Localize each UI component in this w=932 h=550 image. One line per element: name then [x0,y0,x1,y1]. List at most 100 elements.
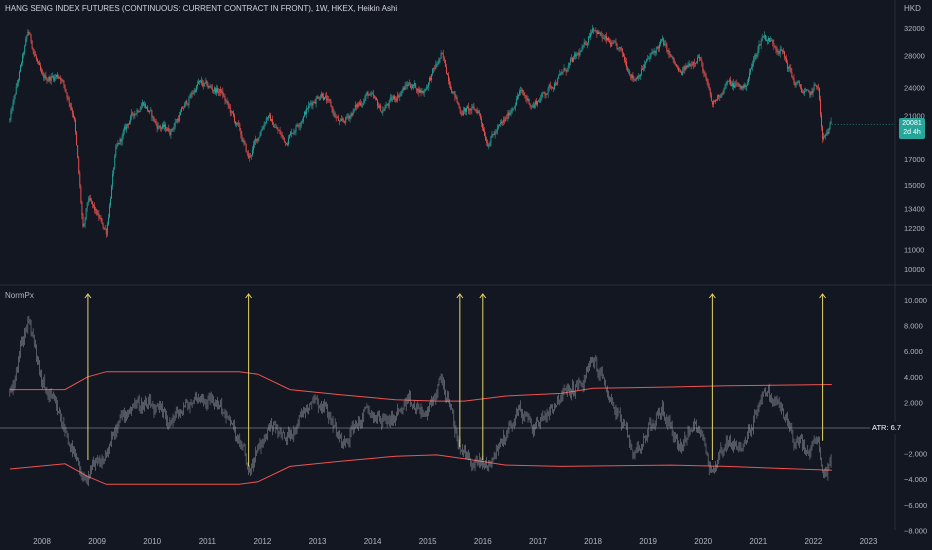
candle-body [118,143,120,144]
candle-body [341,119,342,121]
candle-body [120,139,122,142]
candle-body [178,115,180,121]
candle-body [631,74,633,79]
candle-body [432,69,434,75]
candle-body [680,70,682,72]
candle-body [368,94,370,96]
candle-body [185,100,187,105]
candle-body [302,116,304,121]
candle-body [511,109,513,112]
candle-body [453,91,455,93]
candle-body [480,118,482,124]
candle-body [817,87,819,89]
candle-body [311,103,313,106]
candle-body [750,68,751,73]
candle-body [392,96,394,99]
candle-body [644,64,646,69]
candle-body [591,32,593,34]
candle-body [30,34,32,42]
candle-body [472,106,474,108]
candle-body [727,81,729,82]
candle-body [239,123,241,130]
candle-body [195,85,197,92]
candle-body [315,98,317,104]
candle-body [75,119,77,133]
candle-body [276,126,278,130]
x-tick-label: 2018 [584,537,602,546]
candle-body [16,82,18,87]
candle-body [220,88,222,94]
candle-body [383,110,385,111]
candle-body [360,102,362,105]
candle-body [395,99,397,100]
candle-body [604,36,606,38]
candle-body [475,109,477,111]
candle-body [269,114,270,117]
candle-body [581,47,583,52]
candle-body [800,87,802,93]
candle-body [65,89,67,93]
candle-body [193,89,195,94]
candle-body [156,123,158,129]
candle-body [578,52,580,56]
candle-body [686,65,688,68]
candle-body [173,126,175,130]
candle-body [78,157,80,174]
candle-body [462,110,464,116]
candle-body [664,43,666,45]
candle-body [623,56,625,61]
candle-body [132,112,134,114]
indicator-pane [0,293,895,487]
candle-body [292,133,294,135]
candle-body [83,224,85,227]
candle-body [547,88,549,94]
candle-body [679,70,680,72]
signal-arrow-head [84,293,92,299]
candle-body [147,106,149,111]
candle-body [45,75,47,80]
candle-body [459,108,461,113]
candle-body [248,155,250,158]
candle-body [605,36,607,41]
candle-body [797,81,799,83]
candle-body [467,106,469,109]
candle-body [521,90,523,91]
candle-body [109,205,110,218]
candle-body [697,57,698,63]
candle-body [210,86,212,88]
candle-body [136,110,138,114]
candle-body [795,83,797,86]
candle-body [774,46,776,48]
candle-body [174,122,176,127]
candle-body [760,40,762,46]
candle-body [253,144,255,150]
candle-body [326,95,328,101]
candle-body [405,84,407,86]
candle-body [97,213,99,215]
grid-layer [0,0,932,530]
candle-body [101,218,103,224]
candle-body [461,113,463,116]
candle-body [283,137,285,143]
candle-body [829,123,831,129]
candle-body [611,42,613,47]
candle-body [669,54,671,56]
candle-body [20,65,21,72]
candle-body [473,106,475,110]
candle-body [492,133,494,135]
candle-body [548,84,550,89]
candle-body [741,86,743,89]
candle-body [403,87,405,90]
candle-body [169,131,171,136]
candle-body [580,51,582,53]
candle-body [647,58,649,60]
candle-body [119,139,121,144]
candle-body [160,128,162,129]
candle-body [639,75,641,77]
candle-body [454,91,456,98]
candle-body [337,117,339,121]
candle-body [284,142,286,144]
candle-body [39,62,40,66]
price-y-tick-label: 10000 [904,265,925,274]
